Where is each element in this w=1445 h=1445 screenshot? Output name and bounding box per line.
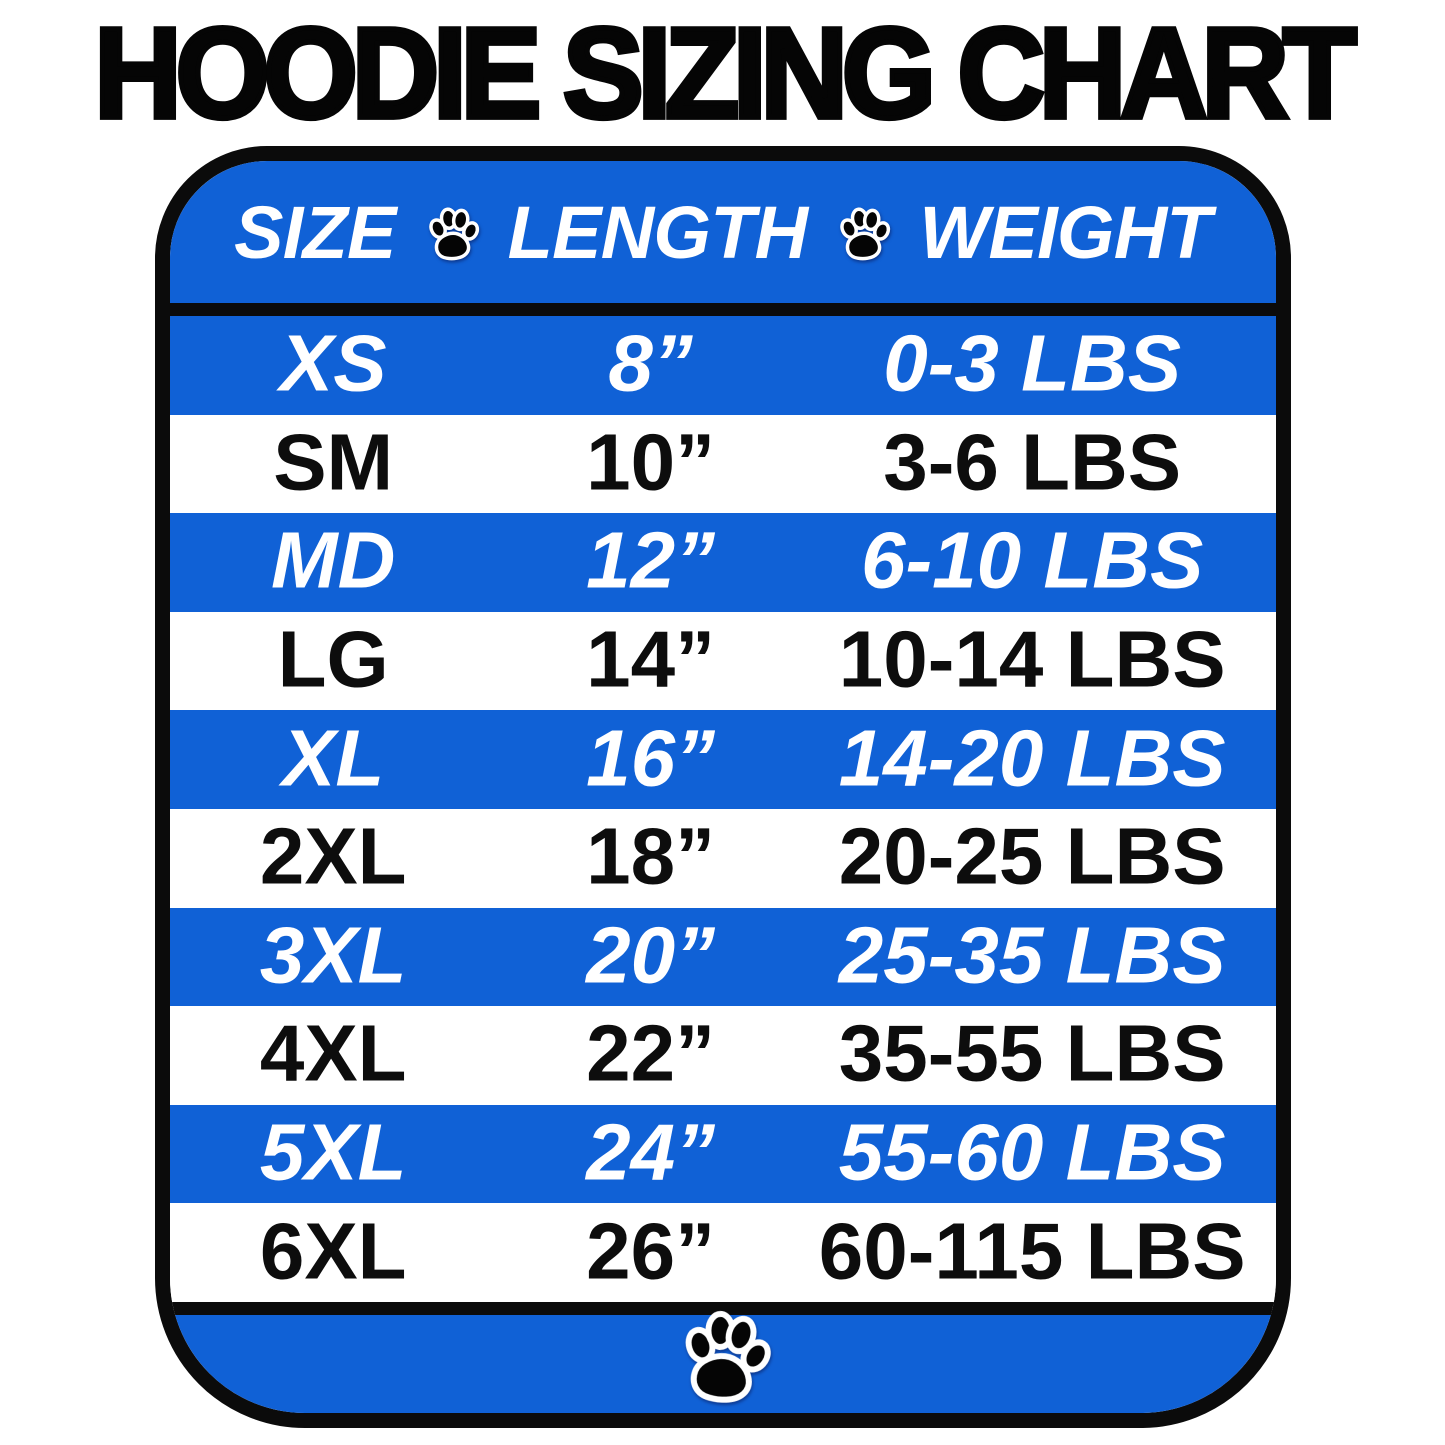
weight-cell: 10-14 LBS [838, 614, 1226, 704]
weight-cell: 60-115 LBS [818, 1206, 1246, 1296]
table-row: 2XL 18” 20-25 LBS [169, 808, 1276, 908]
table-row: XL 16” 14-20 LBS [169, 710, 1276, 809]
table-row: 5XL 24” 55-60 LBS [169, 1104, 1276, 1204]
size-cell: XS [279, 318, 387, 408]
weight-cell: 14-20 LBS [838, 713, 1226, 803]
table-row: LG 14” 10-14 LBS [169, 611, 1276, 711]
weight-cell: 6-10 LBS [861, 515, 1204, 605]
size-cell: XL [282, 713, 385, 803]
length-cell: 20” [586, 910, 716, 1000]
table-row: 6XL 26” 60-115 LBS [169, 1203, 1276, 1302]
header-size: SIZE [234, 190, 396, 274]
table-row: 4XL 22” 35-55 LBS [169, 1006, 1276, 1105]
length-cell: 18” [586, 811, 716, 901]
length-cell: 22” [586, 1008, 716, 1098]
length-cell: 24” [586, 1107, 716, 1197]
table-row: SM 10” 3-6 LBS [169, 414, 1276, 514]
size-cell: 4XL [259, 1008, 407, 1098]
header-length: LENGTH [507, 190, 809, 274]
table-footer [169, 1310, 1276, 1413]
paw-icon [840, 207, 891, 261]
header-weight: WEIGHT [919, 190, 1211, 274]
length-cell: 16” [586, 713, 716, 803]
table-row: XS 8” 0-3 LBS [169, 316, 1276, 415]
size-cell: SM [273, 417, 394, 507]
paw-icon [685, 1310, 771, 1403]
table-row: MD 12” 6-10 LBS [169, 513, 1276, 612]
size-cell: MD [270, 515, 396, 605]
length-cell: 14” [586, 614, 716, 704]
weight-cell: 55-60 LBS [838, 1107, 1226, 1197]
length-cell: 8” [608, 318, 693, 408]
weight-cell: 25-35 LBS [838, 910, 1226, 1000]
divider [169, 303, 1276, 316]
sizing-table: SIZE LENGTH WE [154, 146, 1291, 1428]
table-row: 3XL 20” 25-35 LBS [169, 907, 1276, 1007]
weight-cell: 35-55 LBS [838, 1008, 1226, 1098]
length-cell: 26” [586, 1206, 716, 1296]
weight-cell: 0-3 LBS [883, 318, 1182, 408]
size-cell: 6XL [259, 1206, 407, 1296]
divider [169, 1302, 1276, 1315]
weight-cell: 3-6 LBS [883, 417, 1182, 507]
length-cell: 12” [586, 515, 716, 605]
page-title: HOODIE SIZING CHART [92, 0, 1359, 145]
length-cell: 10” [586, 417, 716, 507]
paw-icon [428, 207, 479, 261]
size-cell: 5XL [259, 1107, 407, 1197]
size-cell: 2XL [259, 811, 407, 901]
size-cell: LG [277, 614, 389, 704]
weight-cell: 20-25 LBS [838, 811, 1226, 901]
table-body: XS 8” 0-3 LBS SM 10” 3-6 LBS MD 12” 6-10 LBS LG 14… [169, 316, 1276, 1302]
table-header-row: SIZE LENGTH WE [169, 161, 1276, 303]
size-cell: 3XL [259, 910, 407, 1000]
